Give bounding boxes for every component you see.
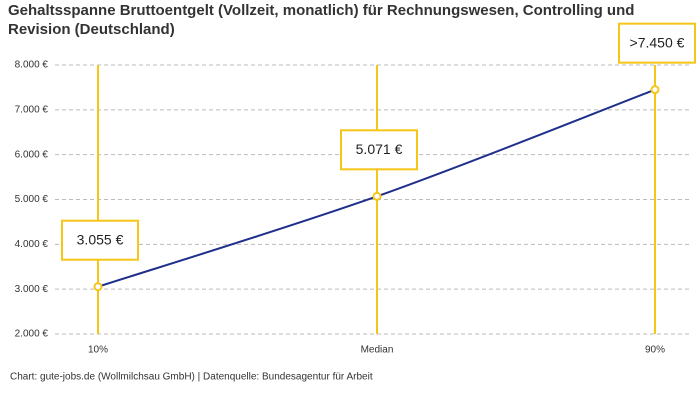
footer: Chart: gute-jobs.de (Wollmilchsau GmbH) … xyxy=(10,372,373,383)
point xyxy=(93,282,103,292)
value-label: 3.055 € xyxy=(77,231,124,247)
x-tick-label: 10% xyxy=(88,345,108,356)
x-tick-label: Median xyxy=(361,345,394,356)
y-tick-label: 7.000 € xyxy=(15,104,49,115)
y-tick-label: 2.000 € xyxy=(15,329,49,340)
point xyxy=(372,191,382,201)
x-tick-label: 90% xyxy=(645,345,665,356)
y-tick-label: 5.000 € xyxy=(15,194,49,205)
value-label: 5.071 € xyxy=(356,141,403,157)
y-tick-label: 3.000 € xyxy=(15,284,49,295)
label-box xyxy=(618,22,696,64)
point xyxy=(650,85,660,95)
y-tick-label: 8.000 € xyxy=(15,60,49,71)
label-box xyxy=(61,219,139,261)
chart-title: Gehaltsspanne Bruttoentgelt (Vollzeit, m… xyxy=(8,2,635,38)
y-tick-label: 4.000 € xyxy=(15,239,49,250)
y-tick-label: 6.000 € xyxy=(15,149,49,160)
value-label: >7.450 € xyxy=(630,34,685,50)
label-box xyxy=(340,129,418,171)
